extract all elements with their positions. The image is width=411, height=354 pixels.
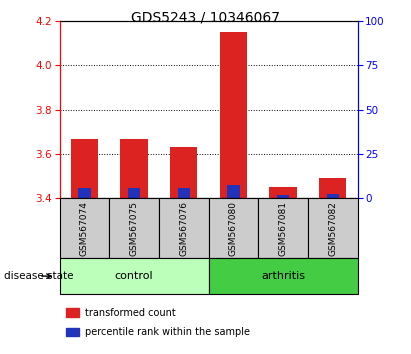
Bar — [65, 308, 79, 317]
Bar — [319, 178, 346, 198]
Bar — [71, 138, 98, 198]
Bar — [326, 194, 339, 198]
Text: disease state: disease state — [4, 271, 74, 281]
Bar — [258, 198, 308, 258]
Bar — [208, 258, 358, 294]
Bar — [270, 187, 297, 198]
Text: GDS5243 / 10346067: GDS5243 / 10346067 — [131, 11, 280, 25]
Text: GSM567074: GSM567074 — [80, 201, 89, 256]
Bar — [78, 188, 91, 198]
Bar — [277, 195, 289, 198]
Bar — [128, 188, 140, 198]
Bar — [109, 198, 159, 258]
Text: control: control — [115, 271, 153, 281]
Text: GSM567076: GSM567076 — [179, 201, 188, 256]
Bar — [178, 188, 190, 198]
Text: GSM567082: GSM567082 — [328, 201, 337, 256]
Bar — [227, 185, 240, 198]
Text: GSM567081: GSM567081 — [279, 201, 288, 256]
Bar — [120, 138, 148, 198]
Bar — [308, 198, 358, 258]
Bar — [159, 198, 208, 258]
Bar — [170, 147, 197, 198]
Bar — [60, 258, 209, 294]
Text: percentile rank within the sample: percentile rank within the sample — [85, 327, 250, 337]
Bar — [65, 328, 79, 336]
Bar — [60, 198, 109, 258]
Bar — [220, 32, 247, 198]
Text: GSM567075: GSM567075 — [129, 201, 139, 256]
Text: transformed count: transformed count — [85, 308, 175, 318]
Text: arthritis: arthritis — [261, 271, 305, 281]
Bar — [208, 198, 258, 258]
Text: GSM567080: GSM567080 — [229, 201, 238, 256]
